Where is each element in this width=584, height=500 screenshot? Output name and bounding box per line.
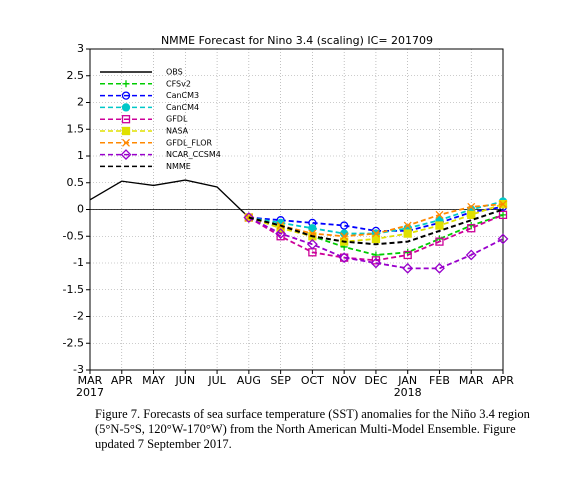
legend-label: OBS xyxy=(166,68,183,77)
x-tick-label: JUN xyxy=(175,374,196,387)
marker xyxy=(122,80,130,88)
series-line xyxy=(248,205,504,232)
y-tick-label: 1 xyxy=(77,149,84,162)
marker xyxy=(467,210,476,220)
x-tick-label: JUL xyxy=(207,374,226,387)
y-tick-label: -0.5 xyxy=(63,229,84,242)
x-year-label: 2018 xyxy=(394,386,422,399)
marker xyxy=(121,103,131,112)
x-tick-label: AUG xyxy=(237,374,261,387)
series-line xyxy=(248,208,504,246)
marker xyxy=(121,115,131,124)
marker xyxy=(403,250,412,260)
marker xyxy=(498,210,508,220)
y-tick-label: 0.5 xyxy=(67,176,85,189)
legend-label: NCAR_CCSM4 xyxy=(166,150,221,159)
marker xyxy=(121,126,131,136)
marker xyxy=(340,232,349,241)
marker xyxy=(402,262,414,274)
marker xyxy=(435,237,444,246)
y-tick-label: 2.5 xyxy=(67,69,85,82)
marker xyxy=(435,221,444,230)
x-tick-label: OCT xyxy=(301,374,324,387)
y-tick-label: -3 xyxy=(73,363,84,376)
y-tick-label: -1 xyxy=(73,256,84,269)
marker xyxy=(121,91,131,100)
y-tick-label: 2 xyxy=(77,96,84,109)
marker xyxy=(467,222,475,230)
marker xyxy=(403,221,412,230)
x-year-label: 2017 xyxy=(76,386,104,399)
y-tick-label: -2.5 xyxy=(63,336,84,349)
marker xyxy=(497,233,509,245)
legend-label: NMME xyxy=(166,162,191,171)
marker xyxy=(371,229,380,238)
legend-label: NASA xyxy=(166,127,189,136)
marker xyxy=(275,228,287,239)
marker xyxy=(435,210,444,219)
series-line xyxy=(89,179,250,218)
x-tick-label: APR xyxy=(111,374,133,387)
x-tick-label: SEP xyxy=(270,374,291,387)
x-tick-label: JAN xyxy=(397,374,417,387)
legend-label: GFDL_FLOR xyxy=(166,138,212,147)
marker xyxy=(371,234,381,244)
marker xyxy=(306,238,318,250)
chart-title: NMME Forecast for Nino 3.4 (scaling) IC=… xyxy=(161,34,433,47)
marker xyxy=(340,221,349,230)
x-tick-label: FEB xyxy=(429,374,450,387)
marker xyxy=(465,249,477,261)
marker xyxy=(371,256,381,265)
series-line xyxy=(248,214,504,262)
legend-label: CanCM4 xyxy=(166,103,199,112)
marker xyxy=(403,229,412,238)
marker xyxy=(120,149,132,161)
plot-frame xyxy=(89,48,504,371)
y-tick-label: 0 xyxy=(77,203,84,216)
marker xyxy=(338,252,350,264)
marker xyxy=(467,224,476,233)
marker xyxy=(243,212,255,223)
y-tick-label: -1.5 xyxy=(63,283,84,296)
legend-label: GFDL xyxy=(166,115,188,124)
x-tick-label: MAY xyxy=(142,374,165,387)
y-tick-label: 1.5 xyxy=(67,122,85,135)
caption: Figure 7. Forecasts of sea surface tempe… xyxy=(95,407,530,451)
x-tick-label: MAR xyxy=(78,374,103,387)
marker xyxy=(122,138,130,147)
y-tick-label: 3 xyxy=(77,42,84,55)
marker xyxy=(308,224,317,233)
chart: NMME Forecast for Nino 3.4 (scaling) IC=… xyxy=(63,34,515,399)
y-tick-label: -2 xyxy=(73,310,84,323)
marker xyxy=(370,257,382,269)
marker xyxy=(467,202,476,211)
marker xyxy=(499,200,507,209)
x-tick-label: APR xyxy=(492,374,514,387)
x-tick-label: MAR xyxy=(459,374,484,387)
marker xyxy=(434,262,445,274)
legend-label: CanCM3 xyxy=(166,91,199,100)
x-tick-label: DEC xyxy=(364,374,387,387)
legend-label: CFSv2 xyxy=(166,79,191,88)
x-tick-label: NOV xyxy=(332,374,357,387)
